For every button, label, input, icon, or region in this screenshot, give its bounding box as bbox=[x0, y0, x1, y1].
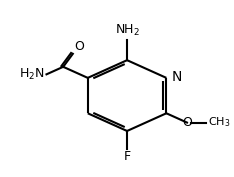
Text: H$_2$N: H$_2$N bbox=[19, 67, 45, 82]
Text: N: N bbox=[172, 70, 183, 84]
Text: O: O bbox=[75, 40, 84, 53]
Text: O: O bbox=[182, 116, 192, 129]
Text: CH$_3$: CH$_3$ bbox=[208, 116, 230, 129]
Text: F: F bbox=[124, 150, 131, 163]
Text: NH$_2$: NH$_2$ bbox=[115, 23, 139, 38]
